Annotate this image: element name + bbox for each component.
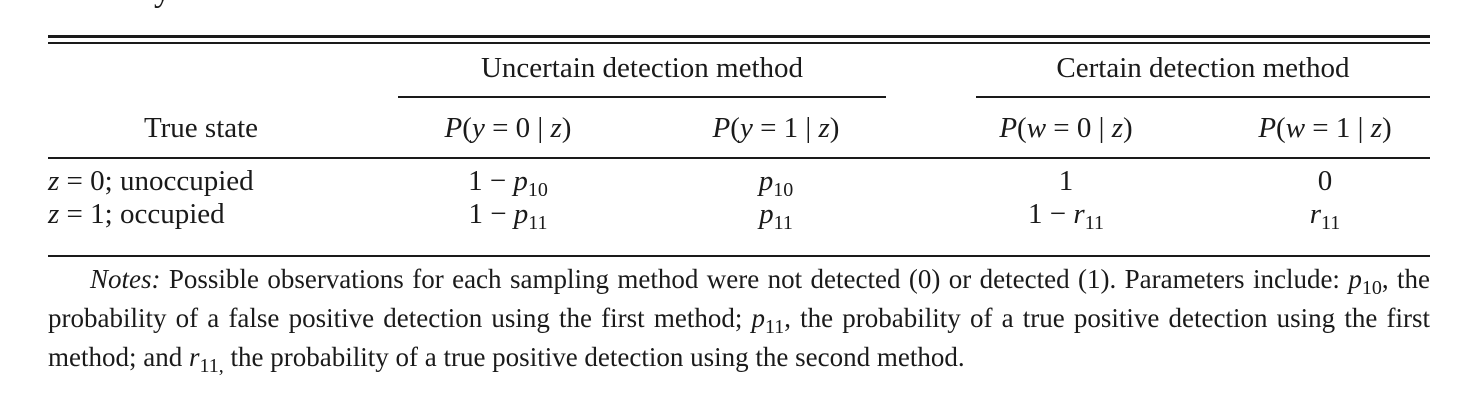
- notes-label: Notes:: [90, 264, 161, 294]
- group-rule-certain: [976, 96, 1430, 98]
- table-row-state-occupied: z = 1; occupied: [48, 198, 225, 230]
- group-header-uncertain: Uncertain detection method: [480, 52, 804, 84]
- group-rule-uncertain: [398, 96, 886, 98]
- column-header-w1: P(w = 1 | z): [1258, 112, 1392, 144]
- top-rule-1: [48, 35, 1430, 38]
- column-header-y1: P(y = 1 | z): [712, 112, 840, 144]
- top-rule-2: [48, 42, 1430, 44]
- notes-paragraph: Notes: Possible observations for each sa…: [48, 264, 1430, 377]
- table-notes: Notes: Possible observations for each sa…: [48, 264, 1430, 381]
- column-header-w0: P(w = 0 | z): [999, 112, 1133, 144]
- table-cell-r2-c1: 1 − p11: [468, 198, 548, 234]
- table-cell-r1-c1: 1 − p10: [468, 165, 548, 201]
- group-header-certain: Certain detection method: [1056, 52, 1350, 84]
- table-cell-r2-c4: r11: [1309, 198, 1341, 234]
- table-cell-r1-c2: p10: [758, 165, 794, 201]
- table-cell-r1-c3: 1: [1058, 165, 1074, 197]
- table-cell-r2-c2: p11: [759, 198, 793, 234]
- row-header-true-state: True state: [143, 112, 259, 144]
- table-row-state-unoccupied: z = 0; unoccupied: [48, 165, 254, 197]
- table-cell-r2-c3: 1 − r11: [1028, 198, 1104, 234]
- bottom-rule: [48, 255, 1430, 257]
- column-header-y0: P(y = 0 | z): [444, 112, 572, 144]
- header-rule: [48, 157, 1430, 159]
- cutoff-text: y: [154, 0, 171, 8]
- table-cell-r1-c4: 0: [1317, 165, 1333, 197]
